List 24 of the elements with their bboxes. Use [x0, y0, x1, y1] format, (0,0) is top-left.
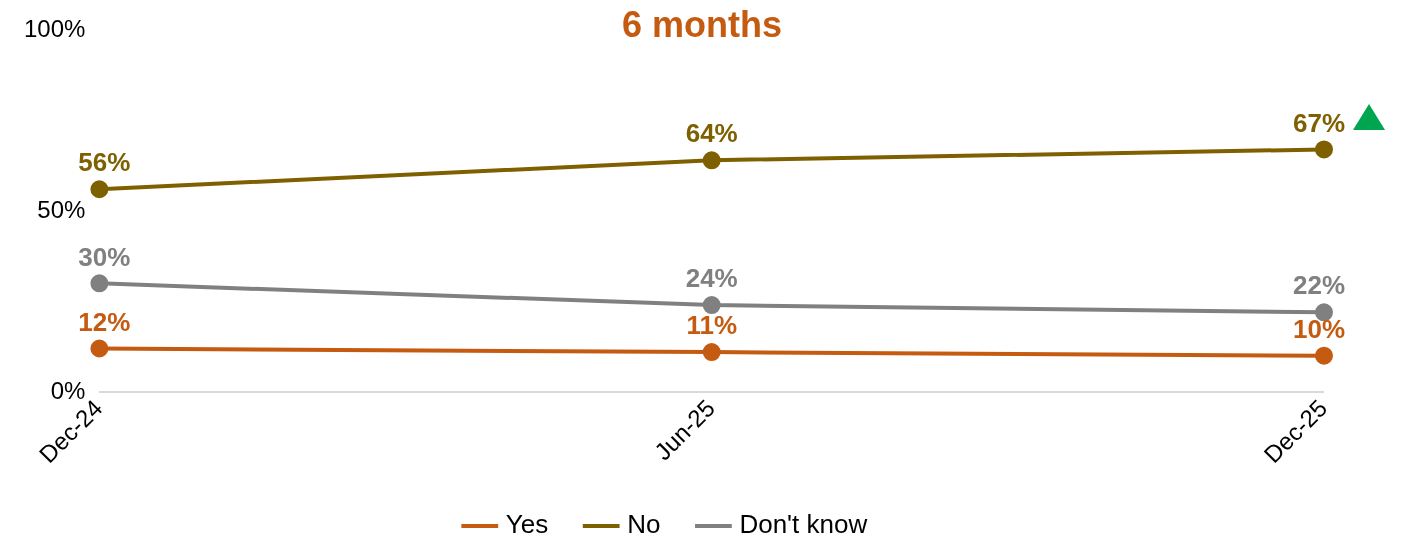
- data-label: 64%: [685, 118, 738, 149]
- y-tick-label: 100%: [23, 14, 86, 42]
- data-label: 24%: [685, 263, 738, 294]
- point: [1315, 140, 1333, 159]
- chart-title: 6 months: [621, 4, 782, 45]
- legend-label: Yes: [505, 509, 549, 540]
- data-label: 12%: [78, 306, 131, 337]
- data-label: 10%: [1292, 313, 1346, 344]
- legend-label: No: [627, 509, 661, 540]
- point: [90, 274, 109, 293]
- y-tick-label: 0%: [50, 376, 86, 404]
- data-label: 22%: [1292, 270, 1346, 301]
- point: [702, 151, 721, 170]
- point: [1315, 346, 1333, 365]
- data-label: 30%: [78, 241, 131, 272]
- point: [702, 343, 721, 362]
- point: [90, 339, 109, 358]
- data-label: 56%: [78, 147, 131, 178]
- y-tick-label: 50%: [37, 195, 86, 223]
- point: [702, 296, 721, 315]
- data-label: 67%: [1292, 107, 1346, 138]
- legend-label: Don't know: [739, 509, 868, 540]
- point: [90, 180, 109, 199]
- data-label: 11%: [686, 310, 737, 341]
